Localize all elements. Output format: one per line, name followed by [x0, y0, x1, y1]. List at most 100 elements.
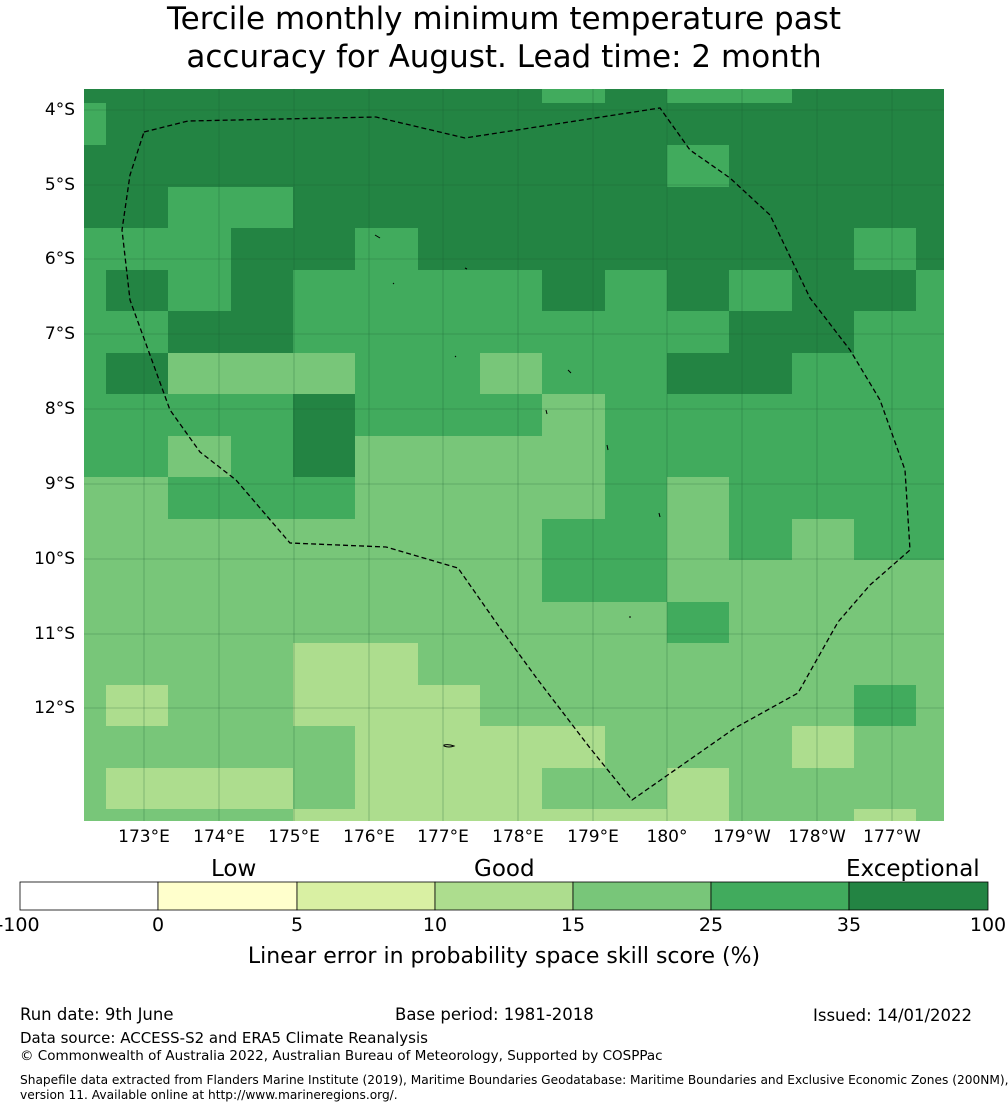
- skill-cell: [106, 228, 168, 270]
- skill-cell: [293, 353, 355, 394]
- skill-cell: [605, 145, 667, 187]
- skill-cell: [355, 311, 418, 353]
- skill-cell: [667, 477, 729, 519]
- skill-cell: [667, 560, 729, 602]
- skill-cell: [106, 726, 168, 768]
- skill-cell: [916, 685, 944, 726]
- skill-cell: [605, 436, 667, 477]
- skill-cell: [355, 477, 418, 519]
- skill-cell: [84, 602, 106, 643]
- skill-cell: [480, 89, 542, 103]
- skill-cell: [729, 768, 792, 809]
- skill-cell: [168, 602, 231, 643]
- colorbar-segment: [848, 881, 989, 911]
- lat-label-6s: 6°S: [44, 249, 75, 269]
- skill-cell: [605, 187, 667, 228]
- skill-cell: [293, 103, 355, 145]
- skill-cell: [231, 685, 293, 726]
- skill-cell: [293, 187, 355, 228]
- skill-cell: [854, 187, 916, 228]
- skill-cell: [480, 602, 542, 643]
- skill-cell: [355, 809, 418, 821]
- skill-cell: [418, 477, 480, 519]
- skill-cell: [792, 726, 854, 768]
- skill-cell: [231, 394, 293, 436]
- skill-cell: [84, 560, 106, 602]
- skill-cell: [106, 311, 168, 353]
- skill-cell: [168, 436, 231, 477]
- skill-cell: [605, 519, 667, 560]
- skill-cell: [667, 726, 729, 768]
- skill-cell: [916, 643, 944, 685]
- skill-cell: [542, 602, 605, 643]
- lat-label-5s: 5°S: [44, 175, 75, 195]
- skill-cell: [355, 270, 418, 311]
- skill-cell: [667, 228, 729, 270]
- lon-label-180: 180°: [646, 827, 688, 847]
- data-source: Data source: ACCESS-S2 and ERA5 Climate …: [20, 1029, 428, 1047]
- skill-cell: [542, 187, 605, 228]
- skill-cell: [355, 726, 418, 768]
- skill-cell: [231, 643, 293, 685]
- skill-cell: [231, 477, 293, 519]
- skill-cell: [792, 685, 854, 726]
- shapefile-note-2: version 11. Available online at http://w…: [20, 1088, 398, 1102]
- skill-cell: [916, 809, 944, 821]
- colorbar-category-low: Low: [211, 856, 257, 882]
- skill-cell: [854, 89, 916, 103]
- skill-cell: [418, 228, 480, 270]
- skill-cell: [355, 103, 418, 145]
- skill-cell: [231, 768, 293, 809]
- skill-cell: [106, 394, 168, 436]
- skill-cell: [84, 436, 106, 477]
- skill-cell: [84, 353, 106, 394]
- skill-cell: [231, 436, 293, 477]
- island: [374, 234, 381, 239]
- skill-cell: [355, 685, 418, 726]
- skill-cell: [792, 809, 854, 821]
- skill-cell: [231, 353, 293, 394]
- skill-cell: [84, 768, 106, 809]
- skill-cell: [355, 436, 418, 477]
- skill-cell: [729, 353, 792, 394]
- shapefile-note-1: Shapefile data extracted from Flanders M…: [20, 1073, 1008, 1087]
- skill-cell: [667, 270, 729, 311]
- colorbar-label: Linear error in probability space skill …: [247, 944, 761, 969]
- skill-cell: [542, 477, 605, 519]
- skill-cell: [293, 560, 355, 602]
- copyright: © Commonwealth of Australia 2022, Austra…: [20, 1048, 663, 1064]
- skill-cell: [84, 643, 106, 685]
- skill-cell: [916, 477, 944, 519]
- skill-cell: [355, 602, 418, 643]
- skill-cell: [542, 519, 605, 560]
- skill-cell: [542, 809, 605, 821]
- skill-cell: [84, 519, 106, 560]
- skill-cell: [542, 103, 605, 145]
- map-title-line-2: accuracy for August. Lead time: 2 month: [186, 39, 822, 75]
- skill-cell: [667, 394, 729, 436]
- skill-cell: [729, 643, 792, 685]
- skill-cell: [542, 228, 605, 270]
- colorbar-segment: [19, 881, 159, 911]
- skill-cell: [231, 602, 293, 643]
- skill-cell: [84, 394, 106, 436]
- skill-cell: [542, 311, 605, 353]
- skill-cell: [729, 187, 792, 228]
- skill-cell: [418, 311, 480, 353]
- skill-cell: [84, 311, 106, 353]
- lat-label-7s: 7°S: [44, 324, 75, 344]
- skill-cell: [480, 187, 542, 228]
- skill-cell: [729, 477, 792, 519]
- skill-cell: [916, 519, 944, 560]
- skill-cell: [480, 353, 542, 394]
- skill-cell: [542, 270, 605, 311]
- skill-grid-cells: [84, 89, 944, 821]
- skill-cell: [542, 89, 605, 103]
- skill-cell: [84, 726, 106, 768]
- skill-cell: [667, 809, 729, 821]
- skill-cell: [480, 394, 542, 436]
- skill-cell: [418, 685, 480, 726]
- skill-cell: [792, 560, 854, 602]
- skill-cell: [293, 685, 355, 726]
